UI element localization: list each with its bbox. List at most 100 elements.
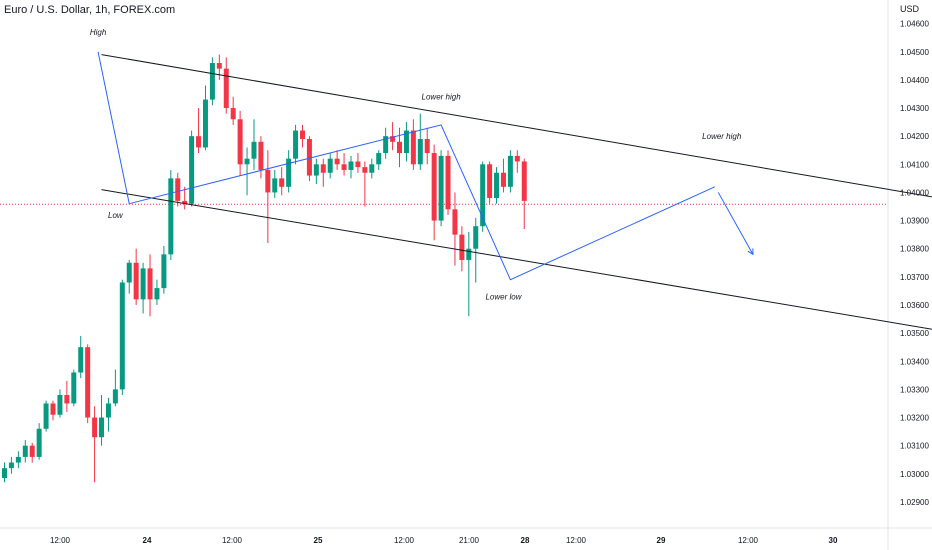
candle-up xyxy=(494,172,500,199)
price-tick-label: 1.03800 xyxy=(900,245,929,254)
candle-up xyxy=(473,226,479,249)
price-tick-label: 1.03500 xyxy=(900,329,929,338)
candle-up xyxy=(140,268,146,300)
candle-down xyxy=(147,268,153,300)
price-tick-label: 1.03100 xyxy=(900,442,929,451)
candle-up xyxy=(507,155,513,187)
candle-up xyxy=(15,456,21,463)
candle-up xyxy=(348,161,354,170)
candle-down xyxy=(487,164,493,199)
candle-up xyxy=(161,254,167,289)
candle-down xyxy=(216,63,222,69)
candle-down xyxy=(92,417,98,438)
annotation-label: Lower low xyxy=(485,292,522,301)
candle-up xyxy=(36,428,42,457)
candle-up xyxy=(369,164,375,173)
candle-down xyxy=(182,200,188,204)
price-tick-label: 1.02900 xyxy=(900,498,929,507)
time-tick-label: 12:00 xyxy=(222,536,243,545)
candle-down xyxy=(334,158,340,165)
candle-up xyxy=(327,158,333,173)
candle-up xyxy=(403,130,409,154)
candle-up xyxy=(154,288,160,300)
candle-up xyxy=(126,262,132,283)
candle-up xyxy=(202,99,208,148)
candle-down xyxy=(265,169,271,193)
candle-up xyxy=(105,403,111,418)
price-tick-label: 1.04000 xyxy=(900,188,929,197)
candle-up xyxy=(168,178,174,255)
time-tick-label: 12:00 xyxy=(394,536,415,545)
time-tick-label: 28 xyxy=(521,536,530,545)
candle-down xyxy=(237,119,243,165)
candle-down xyxy=(299,130,305,139)
channel-upper-line xyxy=(101,54,932,198)
candle-down xyxy=(459,234,465,260)
price-tick-label: 1.04500 xyxy=(900,48,929,57)
price-tick-label: 1.03200 xyxy=(900,414,929,423)
annotation-label: Low xyxy=(108,211,124,220)
candle-down xyxy=(445,155,451,210)
candle-up xyxy=(119,282,125,390)
price-tick-label: 1.04200 xyxy=(900,132,929,141)
time-tick-label: 29 xyxy=(657,536,666,545)
candle-up xyxy=(71,372,77,404)
price-tick-label: 1.03300 xyxy=(900,385,929,394)
candle-up xyxy=(480,164,486,227)
candle-down xyxy=(29,445,35,457)
channel-lower-line xyxy=(101,189,932,330)
price-tick-label: 1.03600 xyxy=(900,301,929,310)
price-tick-label: 1.03900 xyxy=(900,217,929,226)
price-tick-label: 1.03700 xyxy=(900,273,929,282)
candle-down xyxy=(50,403,56,415)
drawings-layer xyxy=(97,51,932,330)
time-tick-label: 30 xyxy=(829,536,838,545)
projection-arrow-line xyxy=(717,192,754,255)
candle-down xyxy=(175,178,181,201)
price-tick-label: 1.04300 xyxy=(900,104,929,113)
candle-down xyxy=(279,178,285,187)
candle-up xyxy=(78,347,84,373)
candle-down xyxy=(431,153,437,221)
candle-up xyxy=(417,138,423,165)
candle-up xyxy=(2,468,7,479)
candle-up xyxy=(244,158,250,165)
time-tick-label: 24 xyxy=(143,536,152,545)
currency-label: USD xyxy=(900,4,920,14)
annotation-layer: High Low Lower high Lower high Lower low xyxy=(90,28,742,301)
time-tick-label: 12:00 xyxy=(50,536,71,545)
candles-layer xyxy=(2,54,527,483)
candle-up xyxy=(376,153,382,165)
candle-down xyxy=(133,262,139,300)
candle-down xyxy=(355,161,361,168)
candle-up xyxy=(438,155,444,221)
candle-up xyxy=(112,389,118,404)
time-tick-label: 21:00 xyxy=(459,536,480,545)
candle-up xyxy=(466,248,472,260)
candle-up xyxy=(189,136,195,204)
candle-down xyxy=(230,108,236,120)
candle-down xyxy=(397,141,403,154)
candle-up xyxy=(8,462,14,469)
time-axis: 12:00 24 12:00 25 12:00 21:00 28 12:00 29 12:00 30 xyxy=(50,536,838,545)
candle-up xyxy=(293,130,299,159)
candle-down xyxy=(390,136,396,142)
candle-up xyxy=(209,63,215,100)
candle-up xyxy=(272,178,278,193)
candle-up xyxy=(99,417,105,438)
candle-down xyxy=(514,155,520,162)
candle-down xyxy=(223,68,229,109)
candle-down xyxy=(196,136,202,148)
candle-down xyxy=(410,130,416,165)
time-tick-label: 12:00 xyxy=(566,536,587,545)
candle-down xyxy=(64,395,70,404)
candle-up xyxy=(313,164,319,176)
candle-down xyxy=(362,167,368,173)
price-tick-label: 1.03000 xyxy=(900,470,929,479)
candle-up xyxy=(286,158,292,187)
symbol-title: Euro / U.S. Dollar, 1h, FOREX.com xyxy=(4,4,176,16)
candle-down xyxy=(306,138,312,176)
candle-down xyxy=(521,161,527,201)
